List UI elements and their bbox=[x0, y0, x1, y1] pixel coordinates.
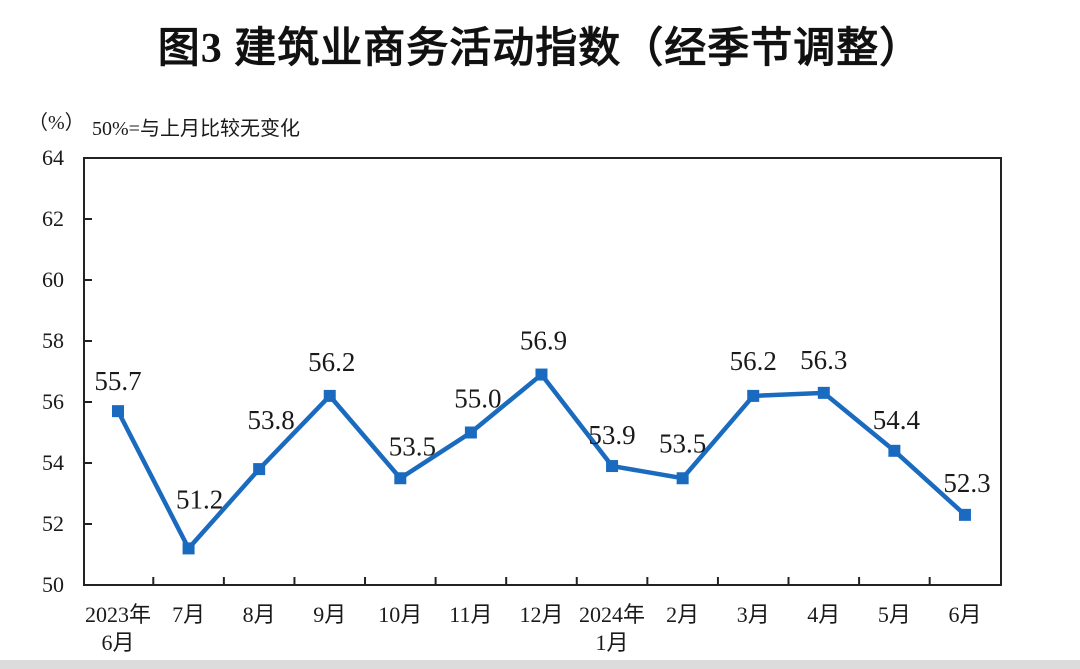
data-point-label: 51.2 bbox=[176, 484, 223, 514]
baseline-note: 50%=与上月比较无变化 bbox=[92, 118, 300, 140]
x-axis-label: 4月 bbox=[807, 602, 840, 627]
y-axis-label: 50 bbox=[42, 572, 64, 597]
plot-border bbox=[83, 157, 1002, 586]
y-axis-label: 58 bbox=[42, 328, 64, 353]
bottom-gray-strip bbox=[0, 660, 1080, 669]
x-axis-label: 11月 bbox=[449, 602, 492, 627]
x-axis-label: 3月 bbox=[737, 602, 770, 627]
x-axis-label: 6月 bbox=[101, 630, 134, 655]
y-axis-label: 60 bbox=[42, 267, 64, 292]
data-point-label: 56.9 bbox=[520, 326, 567, 356]
data-point-marker bbox=[888, 444, 901, 457]
y-axis-unit-label: （%） bbox=[28, 112, 85, 134]
y-axis-label: 56 bbox=[42, 389, 64, 414]
data-point-marker bbox=[535, 368, 548, 381]
data-point-label: 56.2 bbox=[730, 346, 777, 376]
data-point-marker bbox=[958, 508, 971, 521]
data-point-label: 53.9 bbox=[588, 420, 635, 450]
data-point-marker bbox=[606, 460, 619, 473]
data-point-marker bbox=[817, 386, 830, 399]
data-point-marker bbox=[112, 405, 124, 418]
data-point-label: 56.3 bbox=[800, 345, 847, 375]
data-point-marker bbox=[182, 542, 195, 555]
x-axis-label: 10月 bbox=[378, 602, 422, 627]
data-point-label: 54.4 bbox=[873, 405, 921, 435]
x-axis-label: 2024年 bbox=[579, 602, 645, 627]
data-point-marker bbox=[676, 472, 689, 485]
x-axis-label: 7月 bbox=[172, 602, 205, 627]
x-axis-label: 12月 bbox=[519, 602, 563, 627]
y-axis-label: 64 bbox=[42, 145, 64, 170]
series-line bbox=[115, 371, 967, 553]
data-point-marker bbox=[253, 463, 266, 476]
data-point-marker bbox=[394, 472, 407, 485]
x-axis-label: 5月 bbox=[878, 602, 911, 627]
x-axis-label: 2月 bbox=[666, 602, 699, 627]
data-point-marker bbox=[747, 389, 760, 402]
data-point-marker bbox=[464, 426, 477, 439]
data-point-label: 53.5 bbox=[389, 431, 436, 461]
data-point-label: 52.3 bbox=[943, 468, 990, 498]
x-axis-label: 2023年 bbox=[85, 602, 151, 627]
data-point-marker bbox=[323, 389, 336, 402]
data-point-label: 53.8 bbox=[248, 405, 295, 435]
data-point-label: 55.7 bbox=[94, 366, 141, 396]
x-axis-label: 9月 bbox=[313, 602, 346, 627]
data-point-label: 56.2 bbox=[308, 347, 355, 377]
data-point-label: 55.0 bbox=[454, 384, 501, 414]
data-point-label: 53.5 bbox=[659, 428, 706, 458]
x-axis-label: 1月 bbox=[596, 630, 629, 655]
y-axis-label: 62 bbox=[42, 206, 64, 231]
y-axis-label: 54 bbox=[42, 450, 64, 475]
chart-title: 图3 建筑业商务活动指数（经季节调整） bbox=[157, 26, 923, 72]
y-axis-label: 52 bbox=[42, 511, 64, 536]
x-axis-label: 8月 bbox=[243, 602, 276, 627]
x-axis-label: 6月 bbox=[948, 602, 981, 627]
